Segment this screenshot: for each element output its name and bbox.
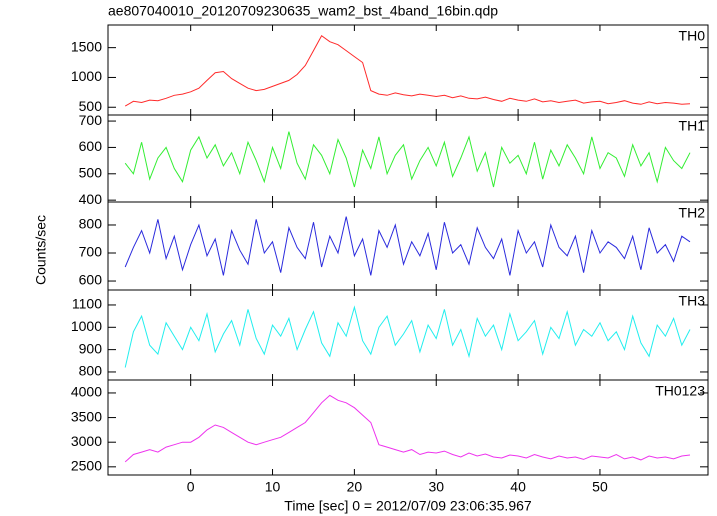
y-tick-label: 700 (79, 244, 103, 260)
panel-frame (107, 201, 709, 291)
y-tick-label: 4000 (71, 384, 102, 400)
x-tick-label: 0 (187, 479, 195, 495)
y-tick-label: 500 (79, 98, 103, 114)
x-axis-label: Time [sec] 0 = 2012/07/09 23:06:35.967 (284, 498, 532, 514)
panel-frame (107, 379, 709, 476)
y-tick-label: 3000 (71, 433, 102, 449)
light-curve (124, 34, 691, 107)
y-tick-label: 1100 (72, 296, 102, 312)
x-tick-label: 20 (347, 479, 363, 495)
y-axis-label: Counts/sec (33, 215, 49, 285)
chart-title: ae807040010_20120709230635_wam2_bst_4ban… (108, 3, 498, 19)
y-tick-label: 3500 (71, 408, 102, 424)
y-tick-label: 800 (79, 363, 103, 379)
y-tick-label: 2500 (71, 458, 102, 474)
x-tick-label: 30 (428, 479, 444, 495)
x-tick-label: 50 (592, 479, 608, 495)
light-curve (124, 131, 691, 188)
light-curve (124, 394, 691, 463)
light-curve (124, 305, 691, 368)
panel-frame (107, 24, 709, 116)
y-tick-label: 600 (79, 272, 103, 288)
panel-label: TH2 (679, 205, 706, 221)
panel-label: TH0123 (655, 383, 705, 399)
panel-label: TH0 (679, 28, 706, 44)
y-tick-label: 600 (79, 138, 103, 154)
y-tick-label: 1500 (71, 38, 102, 54)
y-tick-label: 1000 (71, 318, 102, 334)
y-tick-label: 500 (79, 164, 103, 180)
panel-frame (107, 114, 709, 203)
x-tick-label: 10 (265, 479, 281, 495)
y-tick-label: 1000 (71, 68, 102, 84)
light-curve (124, 216, 691, 276)
y-tick-label: 400 (79, 191, 103, 207)
panel-label: TH1 (679, 118, 706, 134)
panel-label: TH3 (679, 293, 706, 309)
y-tick-label: 800 (79, 216, 103, 232)
y-tick-label: 900 (79, 340, 103, 356)
y-tick-label: 700 (79, 112, 103, 128)
x-tick-label: 40 (510, 479, 526, 495)
